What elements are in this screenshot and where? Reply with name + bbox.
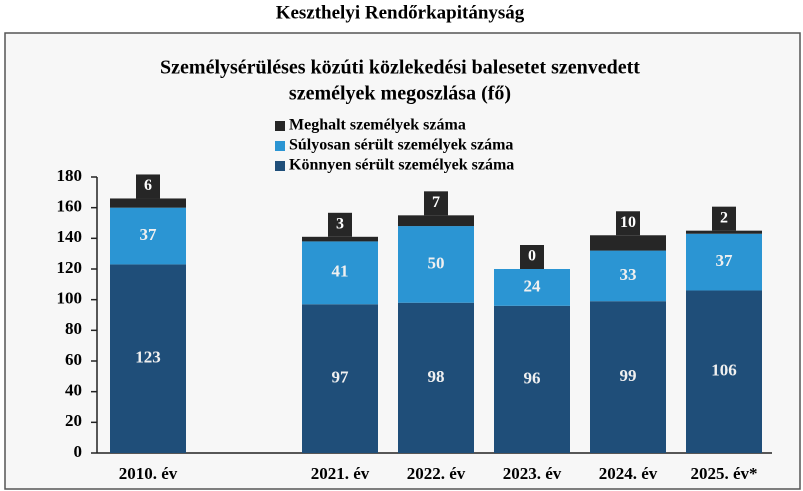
value-label: 37 <box>716 251 734 270</box>
value-label: 106 <box>711 361 737 380</box>
legend-swatch <box>275 141 285 151</box>
y-tick-label: 100 <box>57 289 83 308</box>
legend-label: Meghalt személyek száma <box>289 117 466 134</box>
value-label: 0 <box>528 248 536 265</box>
bar-segment <box>590 235 666 250</box>
value-label: 96 <box>524 368 541 387</box>
x-tick-label: 2021. év <box>311 464 370 483</box>
y-tick-label: 0 <box>74 442 83 461</box>
value-label: 41 <box>332 262 349 281</box>
bar-segment <box>302 237 378 242</box>
bar-segment <box>110 198 186 207</box>
chart: Keszthelyi Rendőrkapitányság Személysérü… <box>0 0 803 491</box>
legend-label: Súlyosan sérült személyek száma <box>289 137 513 154</box>
legend-swatch <box>275 121 285 131</box>
value-label: 99 <box>620 366 637 385</box>
value-label: 97 <box>332 368 350 387</box>
x-tick-label: 2022. év <box>407 464 466 483</box>
y-tick-label: 40 <box>65 381 82 400</box>
value-label: 6 <box>144 177 152 194</box>
x-tick-label: 2024. év <box>599 464 658 483</box>
value-label: 7 <box>432 194 440 211</box>
y-tick-label: 160 <box>57 197 83 216</box>
x-tick-label: 2010. év <box>119 464 178 483</box>
chart-title: Személysérüléses közúti közlekedési bale… <box>160 57 640 79</box>
value-label: 123 <box>135 348 161 367</box>
chart-title: személyek megoszlása (fő) <box>289 83 511 105</box>
value-label: 10 <box>620 214 636 231</box>
y-tick-label: 60 <box>65 350 82 369</box>
value-label: 50 <box>428 253 445 272</box>
legend-label: Könnyen sérült személyek száma <box>289 157 514 174</box>
bar-segment <box>398 215 474 226</box>
value-label: 2 <box>720 209 728 226</box>
y-tick-label: 140 <box>57 227 83 246</box>
value-label: 24 <box>524 276 542 295</box>
x-tick-label: 2023. év <box>503 464 562 483</box>
y-tick-label: 120 <box>57 258 83 277</box>
x-tick-label: 2025. év* <box>690 464 757 483</box>
supertitle: Keszthelyi Rendőrkapitányság <box>276 2 525 23</box>
value-label: 37 <box>140 225 158 244</box>
y-tick-label: 180 <box>57 166 83 185</box>
value-label: 3 <box>336 215 344 232</box>
value-label: 98 <box>428 367 445 386</box>
y-tick-label: 80 <box>65 319 82 338</box>
legend-swatch <box>275 161 285 171</box>
value-label: 33 <box>620 265 637 284</box>
bar-segment <box>686 231 762 234</box>
y-tick-label: 20 <box>65 411 82 430</box>
